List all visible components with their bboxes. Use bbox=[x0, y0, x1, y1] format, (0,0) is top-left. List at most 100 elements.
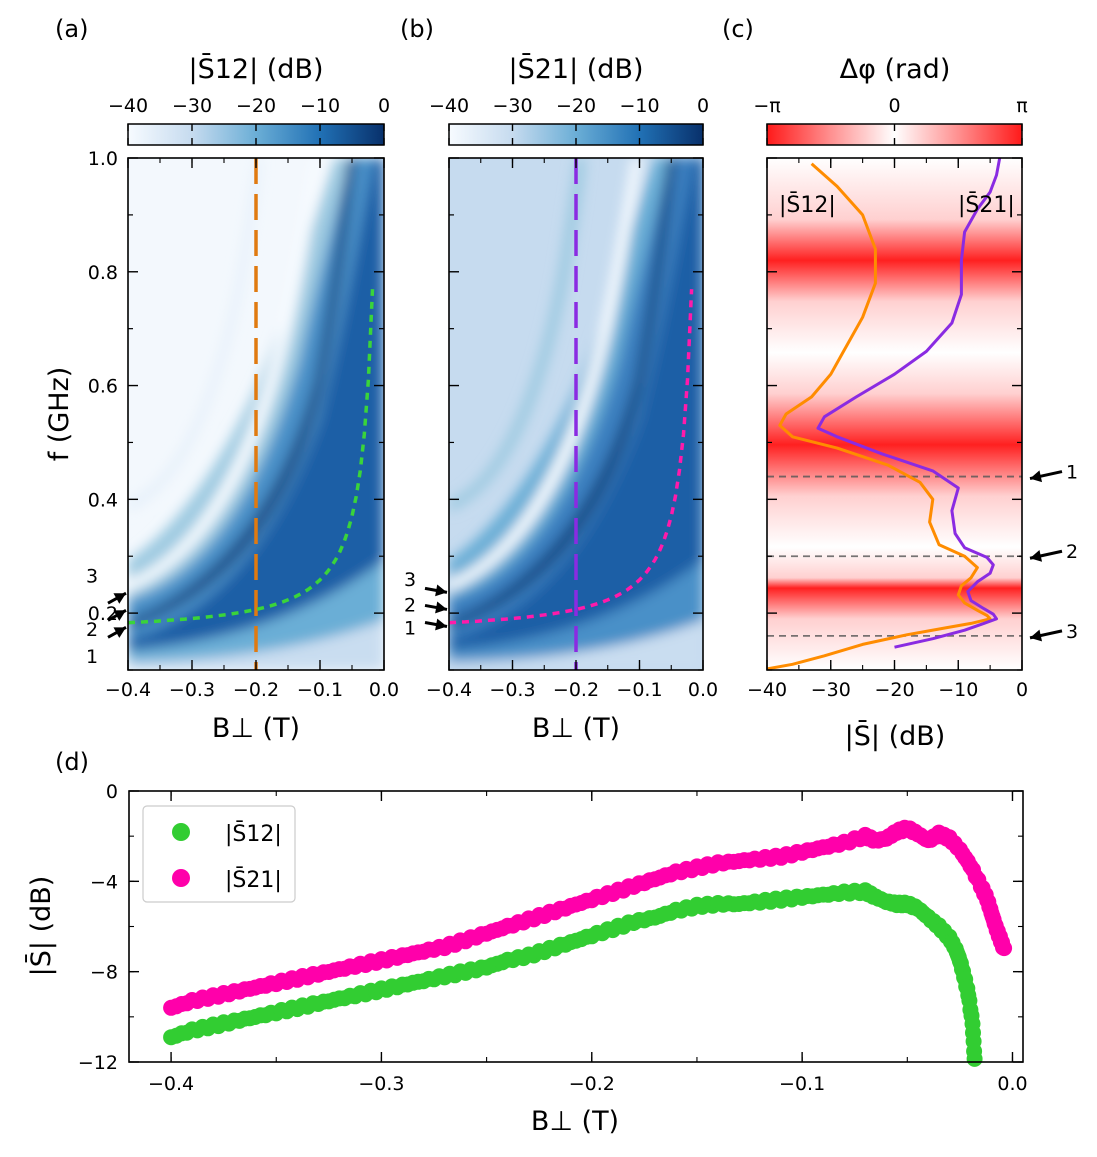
legend-marker-s12 bbox=[172, 823, 190, 841]
ylabel-d: |S̄| (dB) bbox=[25, 876, 57, 977]
ytick-label-a: 0.4 bbox=[88, 489, 118, 511]
ytick-label-d: 0 bbox=[106, 781, 118, 803]
xlabel-b: B⊥ (T) bbox=[532, 713, 620, 744]
mode-arrow-a-head bbox=[113, 627, 126, 638]
colorbar-a-tick-label: −20 bbox=[236, 95, 276, 117]
xtick-label-c: −40 bbox=[747, 679, 787, 701]
ylabel-a: f (GHz) bbox=[44, 367, 75, 462]
frame-c bbox=[766, 157, 1023, 671]
colorbar-a-tick-label: 0 bbox=[378, 95, 390, 117]
mode-arrow-c bbox=[1029, 629, 1063, 642]
xtick-label-b: −0.3 bbox=[489, 679, 535, 701]
fit-curve-b bbox=[449, 289, 694, 625]
mode-arrow-a-head bbox=[113, 593, 126, 604]
panel-tag-a: (a) bbox=[55, 15, 88, 43]
series-label-c-s21: |S̄21| bbox=[958, 192, 1015, 218]
mode-arrow-c-head bbox=[1030, 550, 1043, 562]
xtick-label-d: −0.2 bbox=[569, 1073, 615, 1095]
mode-label-a: 3 bbox=[86, 566, 98, 588]
mode-label-b: 1 bbox=[404, 617, 416, 639]
mode-label-c: 3 bbox=[1066, 621, 1078, 643]
series-label-c-s12: |S̄12| bbox=[779, 192, 836, 218]
mode-label-a: 1 bbox=[86, 646, 98, 668]
series-line-c-0 bbox=[767, 162, 992, 670]
colorbar-a-tick-label: −10 bbox=[300, 95, 340, 117]
frame-d bbox=[128, 790, 1024, 1063]
mode-arrow-b-head bbox=[435, 601, 447, 614]
mode-label-b: 2 bbox=[404, 595, 416, 617]
xtick-label-a: 0.0 bbox=[369, 679, 399, 701]
mode-arrow-c-head bbox=[1030, 629, 1043, 642]
colorbar-b-tick-label: −40 bbox=[429, 95, 469, 117]
xtick-label-d: −0.1 bbox=[779, 1073, 825, 1095]
xtick-label-a: −0.4 bbox=[105, 679, 151, 701]
xtick-label-a: −0.3 bbox=[169, 679, 215, 701]
colorbar-a-tick-label: −30 bbox=[172, 95, 212, 117]
xlabel-a: B⊥ (T) bbox=[212, 713, 300, 744]
data-point-s12 bbox=[966, 1050, 983, 1067]
mode-arrow-a bbox=[107, 626, 127, 639]
frame-a bbox=[127, 157, 385, 671]
colorbar-c-tick-label: 0 bbox=[888, 95, 900, 117]
mode-arrow-a bbox=[107, 608, 127, 622]
xtick-label-b: −0.2 bbox=[553, 679, 599, 701]
panel-tag-b: (b) bbox=[400, 15, 434, 43]
ytick-label-a: 1.0 bbox=[88, 148, 118, 170]
xtick-label-b: −0.1 bbox=[616, 679, 662, 701]
xtick-label-d: 0.0 bbox=[997, 1073, 1027, 1095]
mode-arrow-b bbox=[424, 601, 448, 614]
xtick-label-c: 0 bbox=[1016, 679, 1028, 701]
ytick-label-d: −12 bbox=[78, 1052, 118, 1074]
legend-label-s12: |S̄12| bbox=[225, 821, 282, 847]
colorbar-a-tick-label: −40 bbox=[108, 95, 148, 117]
xtick-label-d: −0.3 bbox=[358, 1073, 404, 1095]
colorbar-title-c: Δφ (rad) bbox=[840, 54, 951, 85]
mode-arrow-c-head bbox=[1030, 470, 1043, 483]
panel-tag-d: (d) bbox=[55, 748, 89, 776]
ytick-label-a: 0.8 bbox=[88, 262, 118, 284]
colorbar-b-tick-label: −10 bbox=[619, 95, 659, 117]
xlabel-d: B⊥ (T) bbox=[531, 1106, 619, 1137]
mode-arrow-c bbox=[1029, 470, 1063, 483]
colorbar-b-tick-label: 0 bbox=[697, 95, 709, 117]
xtick-label-a: −0.2 bbox=[233, 679, 279, 701]
mode-label-c: 1 bbox=[1066, 462, 1078, 484]
legend-d: |S̄12| |S̄21| bbox=[142, 805, 296, 903]
xtick-label-b: 0.0 bbox=[688, 679, 718, 701]
mode-label-a: 2 bbox=[86, 619, 98, 641]
colorbar-title-b: |S̄21| (dB) bbox=[509, 53, 644, 85]
xtick-label-a: −0.1 bbox=[297, 679, 343, 701]
colorbar-title-a: |S̄12| (dB) bbox=[189, 53, 324, 85]
mode-arrow-b bbox=[424, 618, 448, 631]
panel-tag-c: (c) bbox=[722, 15, 754, 43]
legend-label-s21: |S̄21| bbox=[225, 867, 282, 893]
xtick-label-d: −0.4 bbox=[148, 1073, 194, 1095]
xtick-label-b: −0.4 bbox=[426, 679, 472, 701]
ytick-label-d: −8 bbox=[90, 962, 118, 984]
mode-label-c: 2 bbox=[1066, 541, 1078, 563]
mode-arrow-a bbox=[107, 591, 127, 605]
mode-arrow-b-head bbox=[435, 618, 447, 631]
xtick-label-c: −20 bbox=[874, 679, 914, 701]
colorbar-c-tick-label: π bbox=[1016, 95, 1027, 117]
xlabel-c: |S̄| (dB) bbox=[845, 720, 946, 752]
mode-arrow-a-head bbox=[113, 610, 126, 621]
mode-arrow-c bbox=[1029, 549, 1063, 562]
series-line-c-1 bbox=[816, 158, 1002, 649]
fit-curve-a bbox=[128, 289, 375, 625]
ytick-label-a: 0.6 bbox=[88, 376, 118, 398]
colorbar-ticks: −40 −30 −20 −10 0 −40 −30 −20 −10 0 −π 0 π bbox=[108, 95, 1028, 145]
colorbar-b-tick-label: −20 bbox=[556, 95, 596, 117]
xtick-label-c: −10 bbox=[938, 679, 978, 701]
legend-marker-s21 bbox=[172, 869, 190, 887]
phase-background-c bbox=[767, 158, 1022, 670]
mode-arrow-b bbox=[424, 584, 448, 597]
xtick-label-c: −30 bbox=[811, 679, 851, 701]
colorbar-b-tick-label: −30 bbox=[492, 95, 532, 117]
data-point-s21 bbox=[996, 940, 1013, 957]
mode-arrow-b-head bbox=[435, 584, 447, 597]
heatmap-a bbox=[128, 158, 384, 670]
frame-b bbox=[448, 157, 704, 671]
ytick-label-d: −4 bbox=[90, 871, 118, 893]
